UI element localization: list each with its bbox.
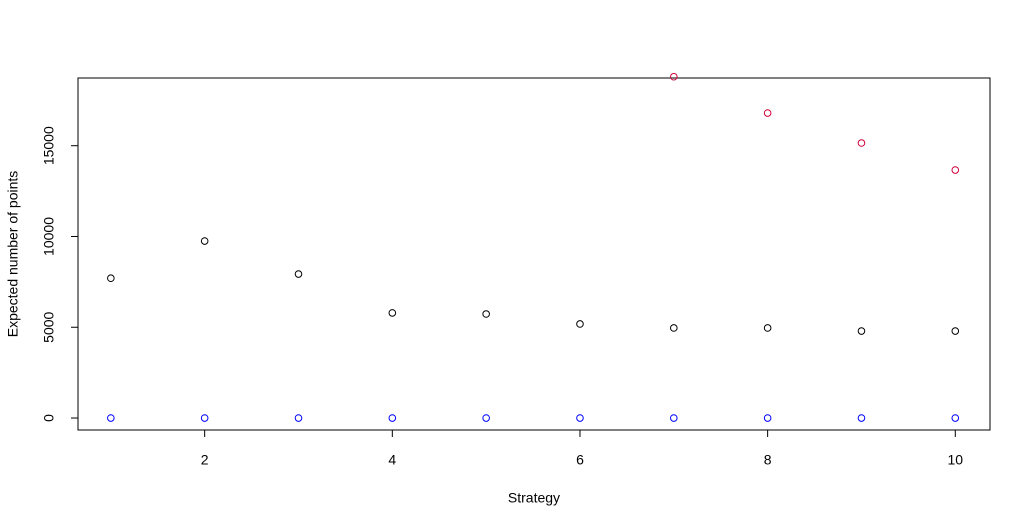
plot-frame	[77, 77, 991, 431]
y-tick-label: 10000	[41, 217, 57, 256]
x-tick-label: 8	[764, 452, 772, 468]
point	[388, 414, 397, 422]
x-tick-label: 6	[576, 452, 584, 468]
point	[200, 414, 209, 422]
y-tick-label: 15000	[41, 126, 57, 165]
point	[857, 327, 866, 335]
point	[388, 309, 397, 317]
point	[857, 139, 866, 147]
point	[294, 270, 303, 278]
x-axis-label: Strategy	[508, 490, 560, 506]
point	[763, 414, 772, 422]
point	[576, 414, 584, 422]
point	[482, 310, 490, 318]
y-tick-label: 0	[41, 414, 57, 422]
point	[763, 324, 772, 332]
x-tick-label: 10	[947, 452, 963, 468]
point	[200, 237, 209, 245]
point	[576, 320, 584, 328]
point	[107, 274, 115, 283]
point	[951, 166, 960, 174]
point	[670, 414, 678, 422]
point	[670, 324, 678, 332]
points	[107, 73, 960, 422]
x-tick-label: 2	[201, 452, 209, 468]
point	[670, 73, 678, 81]
point	[857, 414, 866, 422]
point	[763, 109, 772, 117]
point	[107, 414, 115, 422]
point	[294, 414, 303, 422]
y-tick-label: 5000	[41, 311, 57, 342]
y-axis-label: Expected number of points	[5, 171, 21, 338]
point	[951, 414, 960, 422]
x-tick-label: 4	[388, 452, 396, 468]
point	[482, 414, 490, 422]
point	[951, 327, 960, 335]
